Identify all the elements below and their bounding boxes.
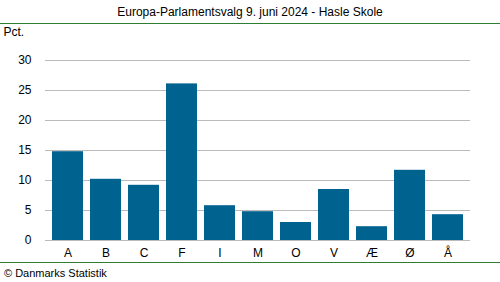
svg-text:15: 15 (18, 143, 32, 157)
svg-text:10: 10 (18, 173, 32, 187)
svg-text:M: M (253, 246, 263, 260)
svg-text:C: C (140, 246, 149, 260)
svg-text:Æ: Æ (366, 246, 378, 260)
svg-text:Å: Å (444, 245, 452, 260)
svg-text:B: B (102, 246, 110, 260)
html-text:Europa-Parlamentsvalg 9. juni: Europa-Parlamentsvalg 9. juni 2024 - Has… (117, 5, 383, 19)
html-text:© Danmarks Statistik: © Danmarks Statistik (4, 267, 107, 279)
svg-text:30: 30 (18, 53, 32, 67)
svg-text:Pct.: Pct. (4, 25, 25, 39)
svg-text:A: A (64, 246, 72, 260)
svg-text:25: 25 (18, 83, 32, 97)
svg-text:F: F (178, 246, 185, 260)
svg-text:O: O (291, 246, 300, 260)
svg-text:V: V (330, 246, 338, 260)
svg-text:0: 0 (25, 233, 32, 247)
svg-text:5: 5 (25, 203, 32, 217)
svg-text:20: 20 (18, 113, 32, 127)
svg-text:Ø: Ø (405, 246, 414, 260)
svg-text:I: I (218, 246, 221, 260)
